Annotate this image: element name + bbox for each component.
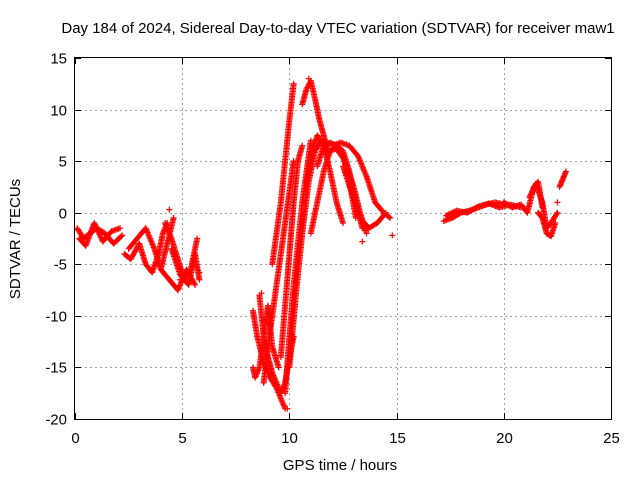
y-tick-label: 5 (59, 154, 67, 171)
data-point-marker (381, 210, 388, 217)
grid-layer (75, 58, 611, 419)
data-point-marker (448, 210, 455, 217)
data-point-marker (194, 235, 201, 242)
data-point-marker (119, 232, 126, 239)
data-point-marker (553, 211, 560, 218)
y-tick-label: -5 (54, 257, 67, 274)
data-point-marker (562, 168, 569, 175)
y-tick-label: -15 (45, 360, 67, 377)
data-point-marker (528, 190, 535, 197)
data-markers (74, 75, 569, 412)
data-point-marker (196, 276, 203, 283)
data-point-marker (554, 209, 561, 216)
x-tick-label: 20 (496, 430, 513, 447)
data-point-marker (258, 290, 265, 297)
data-point-marker (389, 232, 396, 239)
data-point-marker (170, 214, 177, 221)
data-point-marker (307, 137, 314, 144)
data-point-marker (382, 209, 389, 216)
data-point-marker (305, 75, 312, 82)
data-point-marker (445, 211, 452, 218)
data-point-marker (275, 364, 282, 371)
data-point-marker (442, 212, 449, 219)
y-axis-label: SDTVAR / TECUs (7, 179, 24, 299)
y-tick-label: -10 (45, 309, 67, 326)
plot-frame (74, 57, 612, 420)
data-point-marker (473, 204, 480, 211)
y-tick-label: 10 (50, 103, 67, 120)
data-point-marker (117, 225, 124, 232)
data-point-marker (341, 156, 348, 163)
data-point-marker (387, 214, 394, 221)
data-point-marker (340, 220, 346, 227)
data-point-marker (299, 142, 306, 149)
y-tick-label: -20 (45, 412, 67, 429)
data-point-marker (166, 206, 173, 213)
data-point-marker (529, 188, 536, 195)
data-point-marker (363, 230, 370, 237)
data-point-marker (552, 220, 559, 227)
data-point-marker (526, 194, 533, 201)
data-point-marker (177, 276, 184, 283)
data-point-marker (191, 280, 198, 287)
y-tick-label: 15 (50, 51, 67, 68)
chart-title: Day 184 of 2024, Sidereal Day-to-day VTE… (61, 20, 614, 37)
x-tick-label: 15 (389, 430, 406, 447)
x-tick-label: 5 (178, 430, 186, 447)
data-point-marker (444, 212, 451, 219)
data-point-marker (450, 208, 457, 215)
data-point-marker (446, 210, 453, 217)
data-point-marker (527, 192, 534, 199)
y-tick-label: 0 (59, 206, 67, 223)
data-point-marker (192, 281, 199, 288)
data-point-marker (529, 187, 536, 194)
x-tick-label: 0 (71, 430, 79, 447)
data-point-marker (359, 238, 366, 245)
data-point-marker (118, 233, 125, 240)
x-axis-label: GPS time / hours (283, 457, 397, 474)
x-tick-label: 10 (281, 430, 298, 447)
x-tick-label: 25 (603, 430, 620, 447)
data-point-marker (554, 199, 561, 206)
data-point-marker (284, 405, 291, 412)
data-point-marker (449, 209, 456, 216)
data-point-marker (290, 80, 297, 87)
data-point-marker (527, 191, 534, 198)
data-point-marker (386, 214, 393, 221)
data-point-marker (196, 269, 203, 276)
